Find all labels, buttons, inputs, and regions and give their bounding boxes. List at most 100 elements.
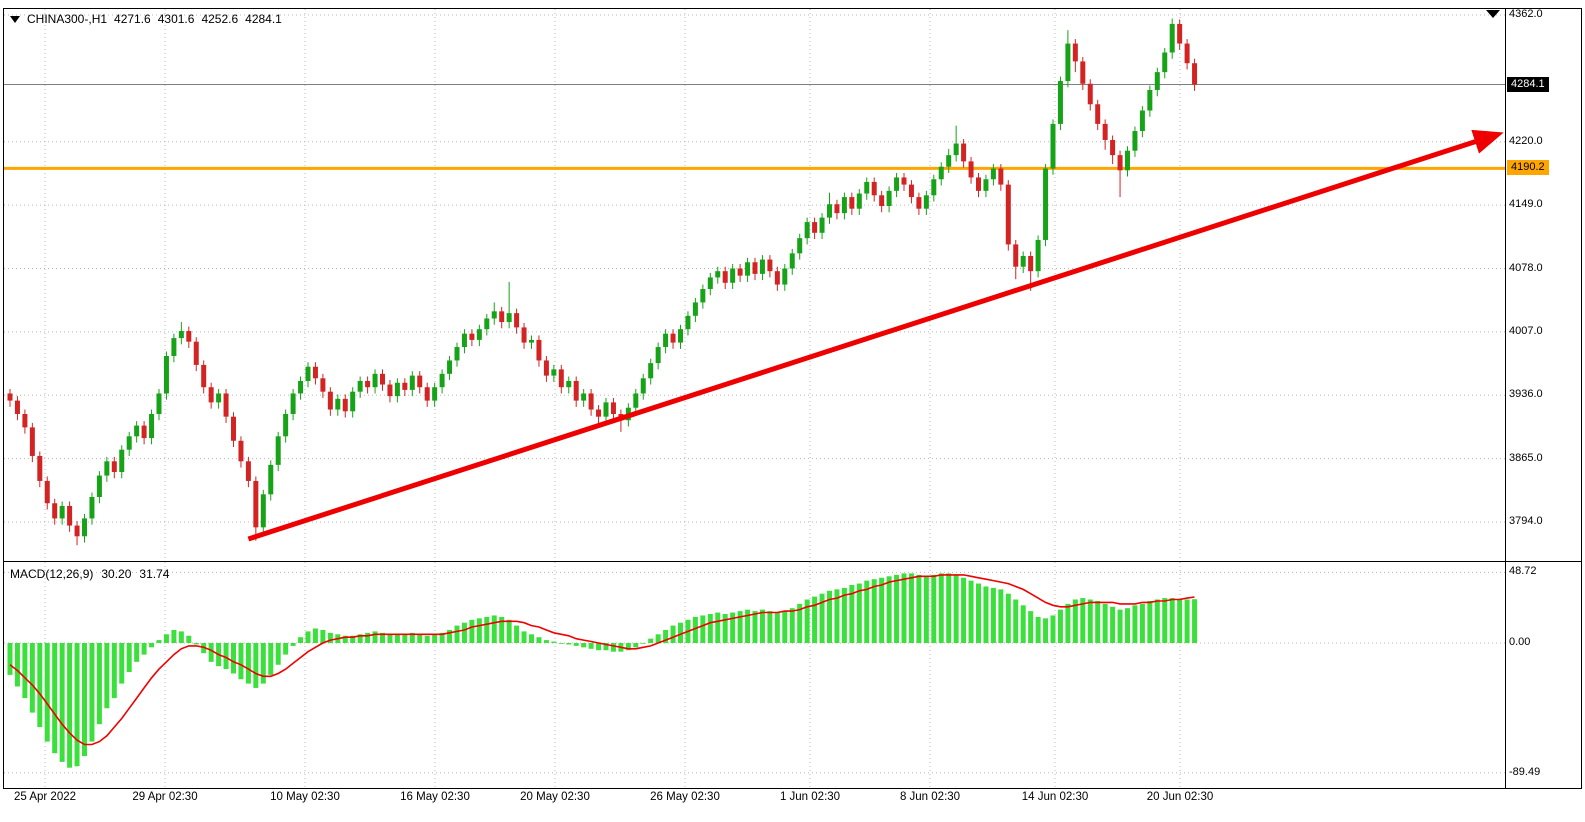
macd-bar: [700, 615, 706, 643]
macd-bar: [566, 643, 572, 645]
candle-body: [424, 387, 430, 401]
macd-bar: [715, 612, 721, 643]
macd-pane[interactable]: [4, 562, 1505, 788]
candle-body: [685, 315, 691, 330]
macd-bar: [394, 634, 400, 643]
macd-bar: [156, 640, 162, 643]
macd-bar: [342, 635, 348, 643]
candle-body: [1177, 23, 1183, 44]
candle-body: [1072, 43, 1078, 62]
macd-bar: [350, 635, 356, 643]
macd-bar: [432, 634, 438, 643]
macd-bar: [320, 629, 326, 643]
macd-bar: [856, 583, 862, 643]
macd-tick-label: -89.49: [1509, 765, 1541, 778]
candles[interactable]: [7, 18, 1198, 546]
candle-body: [238, 440, 244, 462]
price-tick-label: 3865.0: [1509, 451, 1543, 464]
macd-bar: [141, 643, 147, 655]
quote-low: 4252.6: [201, 12, 239, 26]
macd-bar: [178, 631, 184, 643]
time-axis-label: 25 Apr 2022: [13, 791, 77, 803]
candle-body: [439, 373, 445, 388]
macd-bar: [759, 609, 765, 643]
candle-body: [134, 425, 140, 437]
candle-body: [178, 330, 184, 339]
macd-bar: [260, 643, 266, 684]
candle-body: [819, 217, 825, 233]
candle-body: [1080, 61, 1086, 84]
candle-body: [186, 330, 192, 342]
macd-bar: [268, 643, 274, 675]
macd-bar: [670, 625, 676, 643]
macd-bar: [1095, 600, 1101, 643]
candle-body: [387, 384, 393, 397]
macd-bar: [998, 589, 1004, 643]
macd-bar: [976, 583, 981, 643]
macd-bar: [1125, 608, 1130, 643]
macd-bar: [745, 609, 751, 643]
macd-bar: [1132, 605, 1138, 643]
macd-bar: [424, 635, 430, 643]
macd-bar: [655, 634, 661, 643]
quote-close: 4284.1: [245, 12, 282, 26]
macd-bar: [819, 593, 825, 643]
candle-body: [707, 277, 713, 290]
candle-body: [350, 391, 356, 412]
candle-body: [1057, 81, 1063, 124]
candle-body: [119, 449, 125, 473]
candle-body: [573, 380, 579, 401]
candle-body: [290, 393, 296, 414]
macd-bar: [283, 643, 289, 655]
orange-level-badge: 4190.2: [1507, 160, 1549, 176]
candle-body: [700, 289, 706, 303]
price-axis[interactable]: 4362.0 4284.1 4220.0 4190.2 4149.0 4078.0 4007…: [1506, 0, 1585, 822]
macd-bar: [245, 643, 251, 684]
macd-bar: [551, 641, 557, 643]
macd-histogram[interactable]: [7, 573, 1198, 768]
candle-body: [335, 398, 341, 410]
macd-bar: [7, 643, 13, 675]
macd-bar: [730, 612, 736, 643]
candle-body: [1043, 168, 1049, 240]
candle-body: [1184, 43, 1190, 64]
candle-body: [231, 416, 236, 441]
symbol-timeframe-label: CHINA300-,H1: [27, 12, 108, 26]
macd-bar: [625, 643, 631, 651]
candle-body: [812, 222, 818, 233]
candle-body: [722, 271, 728, 283]
macd-bar: [529, 634, 534, 643]
macd-bar: [409, 632, 415, 643]
candle-body: [514, 313, 520, 328]
candle-body: [655, 347, 661, 364]
trend-arrow[interactable]: [247, 129, 1504, 542]
candle-body: [678, 329, 683, 343]
candle-body: [82, 518, 87, 537]
macd-bar: [789, 608, 795, 643]
macd-bar: [253, 643, 259, 688]
candle-body: [596, 409, 602, 417]
candle-body: [797, 238, 803, 254]
candle-body: [1117, 155, 1123, 171]
macd-bar: [640, 643, 646, 644]
price-pane[interactable]: [4, 9, 1505, 561]
candle-body: [871, 181, 877, 196]
candle-body: [536, 339, 542, 361]
macd-bar: [871, 579, 877, 643]
macd-bar: [1043, 618, 1049, 643]
macd-bar: [990, 587, 996, 643]
macd-bar: [14, 643, 20, 687]
candle-body: [1020, 256, 1026, 267]
candle-body: [901, 177, 907, 185]
candle-body: [737, 268, 743, 276]
macd-bar: [596, 643, 602, 651]
macd-bar: [223, 643, 229, 670]
candle-body: [849, 197, 855, 209]
macd-bar: [521, 631, 527, 643]
candle-body: [1139, 110, 1145, 132]
time-axis[interactable]: 25 Apr 2022 29 Apr 02:30 10 May 02:30 16 Ma…: [0, 791, 1585, 813]
macd-bar: [1110, 606, 1116, 643]
candle-body: [663, 333, 669, 348]
candle-body: [484, 318, 490, 330]
